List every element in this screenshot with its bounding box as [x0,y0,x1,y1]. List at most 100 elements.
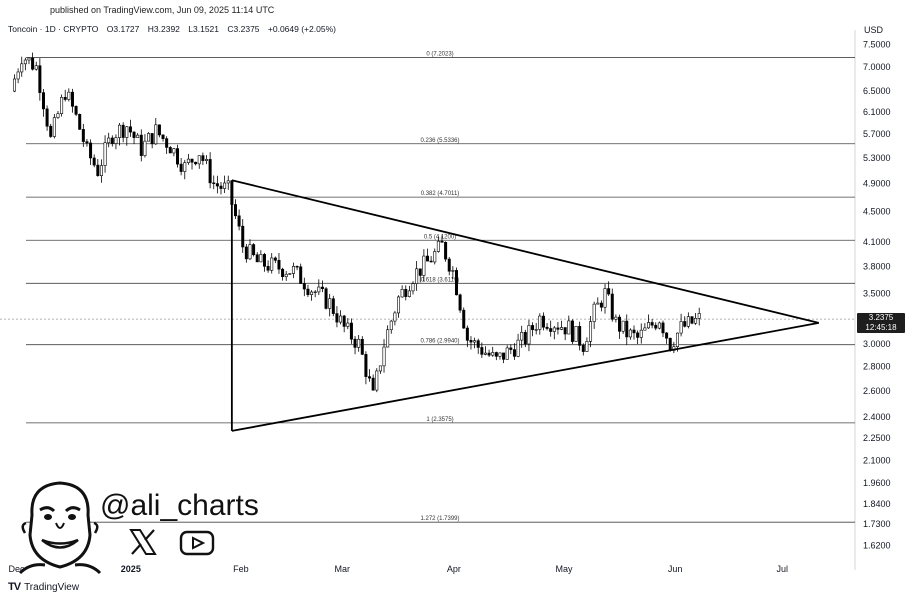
candle-body [556,327,560,330]
high-value: H3.2392 [147,24,180,34]
price-tick-label: 1.6200 [863,541,891,551]
candle-body [422,255,426,276]
candle-body [132,131,136,138]
candle-body [186,158,190,163]
candle-body [295,266,299,268]
candle-body [454,270,458,296]
x-icon[interactable] [128,527,158,557]
candle-body [665,332,669,339]
candle-body [560,327,564,330]
candle-body [650,322,654,326]
candle-body [244,246,248,260]
tradingview-logo-icon: TV [8,581,21,593]
candle-body [382,346,386,367]
candle-body [20,63,24,73]
candle-body [574,326,578,342]
candle-body [494,352,498,357]
candle-body [310,291,314,295]
price-tick-label: 7.5000 [863,39,891,49]
candle-body [531,325,535,331]
change-value: +0.0649 (+2.05%) [267,24,336,34]
candle-body [618,316,622,332]
candle-body [248,244,252,260]
candle-body [201,155,205,161]
fib-level-label: 0.5 (4.1200) [424,234,456,240]
price-tick-label: 6.5000 [863,86,891,96]
candle-body [451,270,455,272]
candle-body [549,328,553,332]
candle-body [52,117,56,137]
price-tick-label: 2.4000 [863,412,891,422]
handle-text: @ali_charts [100,489,259,522]
candle-body [89,142,93,159]
candle-body [541,315,545,328]
candle-body [16,71,20,80]
time-axis-label: 2025 [121,564,141,574]
candle-body [313,291,317,293]
candle-body [411,283,415,292]
time-axis-label: Jul [777,564,789,574]
candle-body [161,134,165,139]
candle-body [697,313,701,319]
candle-body [578,326,582,346]
candle-body [197,155,201,165]
candle-body [614,316,618,320]
candle-body [360,338,364,355]
candle-body [262,254,266,267]
candle-body [31,57,35,70]
candle-body [375,370,379,391]
candle-body [41,92,45,110]
time-axis-label: Mar [335,564,351,574]
candle-body [335,313,339,323]
candle-body [125,126,129,138]
candle-body [270,257,274,271]
candle-body [447,258,451,272]
candle-body [172,148,176,154]
candle-body [165,138,169,148]
youtube-icon[interactable] [179,530,215,556]
candle-body [339,315,343,323]
candle-body [473,340,477,343]
candle-body [23,59,27,65]
candle-body [654,324,658,329]
candle-body [491,352,495,356]
candle-body [480,347,484,355]
candle-body [38,65,42,93]
open-value: O3.1727 [106,24,140,34]
candle-body [168,147,172,154]
candle-body [273,257,277,261]
candle-body [643,327,647,331]
candle-body [512,349,516,357]
candle-body [331,298,335,314]
time-axis-label: Dec [8,564,25,574]
candle-body [625,320,629,338]
candle-body [139,134,143,156]
candle-body [226,180,230,184]
candle-body [85,141,89,144]
price-tick-label: 2.2500 [863,433,891,443]
close-value: C3.2375 [227,24,260,34]
candle-body [407,290,411,297]
candle-body [114,137,118,144]
price-tick-label: 4.1000 [863,237,891,247]
candle-body [110,137,114,144]
symbol-info: Toncoin · 1D · CRYPTO O3.1727 H3.2392 L3… [8,24,342,34]
candle-body [415,268,419,284]
currency-label: USD [864,25,884,35]
candle-body [219,185,223,189]
candle-body [74,106,78,115]
candle-body [150,133,154,145]
candle-body [299,266,303,284]
fib-level-label: 0.236 (5.5336) [420,138,459,144]
candle-body [259,254,263,263]
candle-body [27,57,31,61]
candle-body [686,316,690,327]
price-tick-label: 2.8000 [863,362,891,372]
candle-body [81,129,85,142]
candle-body [523,331,527,345]
candle-body [378,365,382,372]
candle-body [70,91,74,107]
candle-body [552,327,556,332]
price-tick-label: 2.1000 [863,456,891,466]
